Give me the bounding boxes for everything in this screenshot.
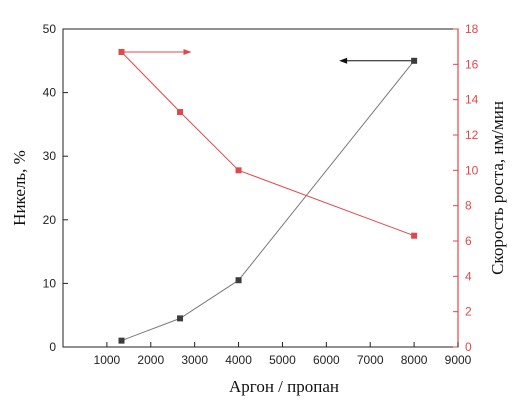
right-tick-label: 8 bbox=[465, 199, 472, 213]
series-right-point bbox=[235, 167, 242, 174]
series-right-point bbox=[411, 232, 418, 239]
left-tick-label: 0 bbox=[49, 340, 56, 354]
series-left-point bbox=[235, 277, 242, 284]
right-tick-label: 4 bbox=[465, 269, 472, 283]
series-axis-arrows bbox=[124, 48, 412, 64]
y-axis-title-right: Скорость роста, нм/мин bbox=[488, 101, 507, 275]
left-tick-label: 20 bbox=[43, 213, 57, 227]
x-tick-label: 9000 bbox=[445, 353, 472, 367]
series-right-point bbox=[177, 109, 184, 116]
x-tick-label: 8000 bbox=[401, 353, 428, 367]
series-right-line bbox=[121, 51, 415, 237]
series-left-point bbox=[118, 337, 125, 344]
right-tick-label: 12 bbox=[465, 128, 479, 142]
x-tick-label: 4000 bbox=[225, 353, 252, 367]
left-axis-arrow-head bbox=[339, 57, 348, 64]
left-tick-label: 10 bbox=[43, 276, 57, 290]
right-tick-label: 0 bbox=[465, 340, 472, 354]
series-lines bbox=[121, 51, 415, 342]
x-axis-ticks: 1000 2000 3000 4000 5000 6000 7000 8000 9000 bbox=[94, 342, 472, 367]
right-tick-label: 16 bbox=[465, 57, 479, 71]
x-tick-label: 2000 bbox=[137, 353, 164, 367]
y-axis-title-left: Никель, % bbox=[10, 150, 29, 226]
left-tick-label: 50 bbox=[43, 22, 57, 36]
right-tick-label: 10 bbox=[465, 163, 479, 177]
right-tick-label: 2 bbox=[465, 305, 472, 319]
x-tick-label: 6000 bbox=[313, 353, 340, 367]
series-left-point bbox=[177, 315, 184, 322]
series-markers bbox=[118, 48, 418, 344]
x-axis-title: Аргон / пропан bbox=[229, 377, 339, 396]
x-tick-label: 5000 bbox=[269, 353, 296, 367]
x-tick-label: 1000 bbox=[94, 353, 121, 367]
series-left-point bbox=[411, 57, 418, 64]
right-axis-arrow-head bbox=[183, 48, 192, 55]
right-tick-label: 18 bbox=[465, 22, 479, 36]
left-axis-ticks: 0 10 20 30 40 50 bbox=[43, 22, 68, 354]
plot-frame bbox=[62, 28, 459, 348]
left-tick-label: 40 bbox=[43, 86, 57, 100]
left-tick-label: 30 bbox=[43, 149, 57, 163]
series-right-point bbox=[118, 48, 125, 55]
x-tick-label: 7000 bbox=[357, 353, 384, 367]
series-left-line bbox=[121, 60, 415, 342]
right-tick-label: 6 bbox=[465, 234, 472, 248]
x-tick-label: 3000 bbox=[181, 353, 208, 367]
right-tick-label: 14 bbox=[465, 93, 479, 107]
right-axis-ticks: 0 2 4 6 8 10 12 14 16 18 bbox=[453, 22, 479, 354]
